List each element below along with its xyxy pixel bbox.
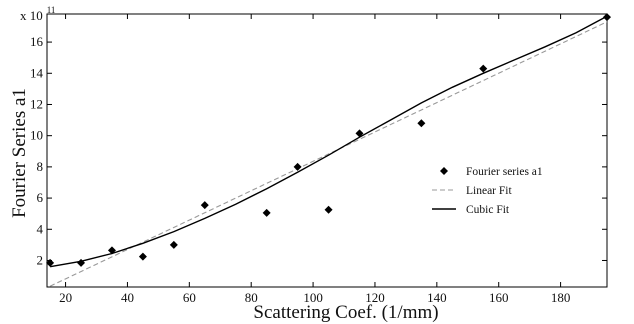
- x-tick-label: 20: [59, 290, 72, 305]
- axis-ticks: 20 40 60 80 100 120 140 160 180 2 4 6 8 10 12 14 16: [30, 14, 607, 305]
- legend: Fourier series a1 Linear Fit Cubic Fit: [432, 166, 543, 216]
- data-point: [293, 162, 302, 171]
- legend-label: Fourier series a1: [466, 166, 543, 178]
- y-tick-label: 10: [30, 128, 43, 143]
- data-point: [603, 13, 611, 22]
- x-tick-label: 180: [551, 290, 571, 305]
- y-tick-label: 12: [30, 96, 43, 111]
- data-point: [46, 258, 55, 267]
- y-tick-label: 2: [37, 252, 44, 267]
- data-point: [107, 246, 116, 255]
- plot-area: [46, 13, 608, 288]
- x-tick-label: 160: [489, 290, 509, 305]
- y-tick-label: 8: [37, 159, 44, 174]
- series-layer: [46, 13, 611, 287]
- y-tick-label: 16: [30, 34, 44, 49]
- x-tick-label: 100: [303, 290, 323, 305]
- x-tick-label: 140: [427, 290, 447, 305]
- x-tick-label: 60: [183, 290, 196, 305]
- data-point: [138, 252, 147, 261]
- data-point: [200, 201, 209, 210]
- y-tick-label: 6: [37, 190, 44, 205]
- data-point: [77, 258, 86, 267]
- data-point: [355, 129, 364, 138]
- y-multiplier-base: x 10: [20, 8, 43, 23]
- legend-marker: [440, 167, 448, 175]
- y-multiplier-exponent: 11: [47, 5, 56, 15]
- linear-fit-line: [49, 21, 608, 287]
- x-tick-label: 40: [121, 290, 134, 305]
- x-tick-label: 80: [245, 290, 258, 305]
- x-axis-label: Scattering Coef. (1/mm): [253, 302, 438, 323]
- legend-label: Linear Fit: [466, 185, 512, 197]
- y-axis-multiplier: x 10 11: [20, 5, 55, 24]
- y-tick-label: 4: [37, 221, 44, 236]
- plot-frame: [46, 13, 608, 288]
- data-point: [324, 205, 333, 214]
- y-axis-label: Fourier Series a1: [9, 88, 30, 218]
- data-point: [417, 119, 426, 128]
- data-point: [479, 64, 488, 73]
- legend-label: Cubic Fit: [466, 204, 510, 216]
- y-tick-label: 14: [30, 65, 44, 80]
- cubic-fit-line: [49, 15, 608, 268]
- data-point: [169, 240, 178, 249]
- data-point: [262, 208, 271, 217]
- x-tick-label: 120: [365, 290, 385, 305]
